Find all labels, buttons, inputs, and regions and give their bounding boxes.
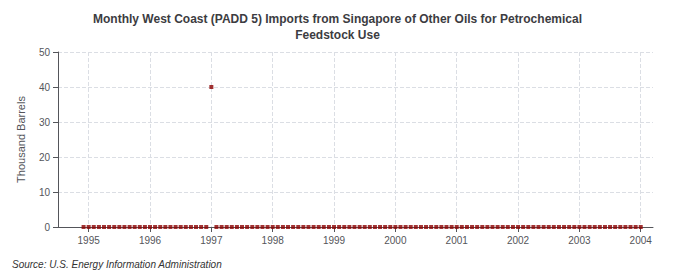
svg-text:2004: 2004 [630,235,653,246]
svg-text:20: 20 [39,152,51,163]
svg-text:2000: 2000 [384,235,407,246]
svg-text:50: 50 [39,47,51,58]
svg-text:1997: 1997 [200,235,223,246]
svg-text:10: 10 [39,187,51,198]
svg-text:30: 30 [39,117,51,128]
svg-text:Monthly West Coast (PADD 5) Im: Monthly West Coast (PADD 5) Imports from… [93,12,582,26]
svg-text:2002: 2002 [507,235,530,246]
svg-text:Feedstock Use: Feedstock Use [295,28,380,42]
svg-text:2001: 2001 [446,235,469,246]
svg-text:1999: 1999 [323,235,346,246]
svg-text:2003: 2003 [568,235,591,246]
svg-text:1998: 1998 [262,235,285,246]
svg-text:Thousand Barrels: Thousand Barrels [15,96,27,183]
svg-text:1996: 1996 [139,235,162,246]
svg-text:40: 40 [39,82,51,93]
svg-text:Source: U.S. Energy Informatio: Source: U.S. Energy Information Administ… [12,259,222,270]
svg-text:0: 0 [44,222,50,233]
svg-text:1995: 1995 [78,235,101,246]
